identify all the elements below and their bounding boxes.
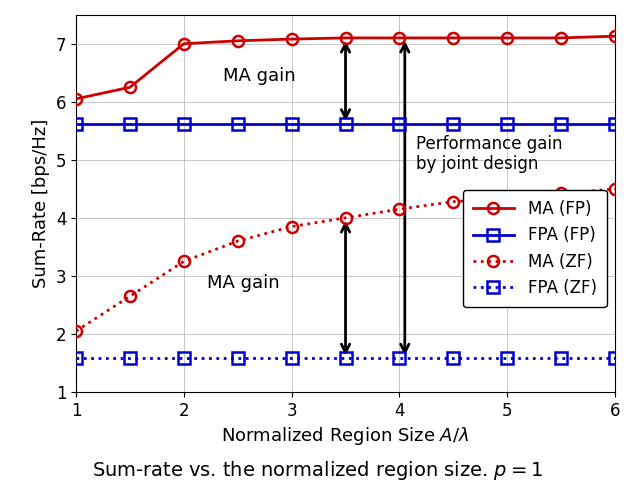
Text: Performance gain
by joint design: Performance gain by joint design bbox=[416, 135, 562, 173]
Y-axis label: Sum-Rate [bps/Hz]: Sum-Rate [bps/Hz] bbox=[32, 119, 50, 288]
X-axis label: Normalized Region Size $A/\lambda$: Normalized Region Size $A/\lambda$ bbox=[221, 425, 470, 447]
Legend: MA (FP), FPA (FP), MA (ZF), FPA (ZF): MA (FP), FPA (FP), MA (ZF), FPA (ZF) bbox=[463, 190, 607, 307]
Text: MA gain: MA gain bbox=[223, 67, 295, 85]
Text: Sum-rate vs. the normalized region size. $p = 1$: Sum-rate vs. the normalized region size.… bbox=[91, 459, 543, 482]
Text: MA gain: MA gain bbox=[207, 274, 280, 292]
